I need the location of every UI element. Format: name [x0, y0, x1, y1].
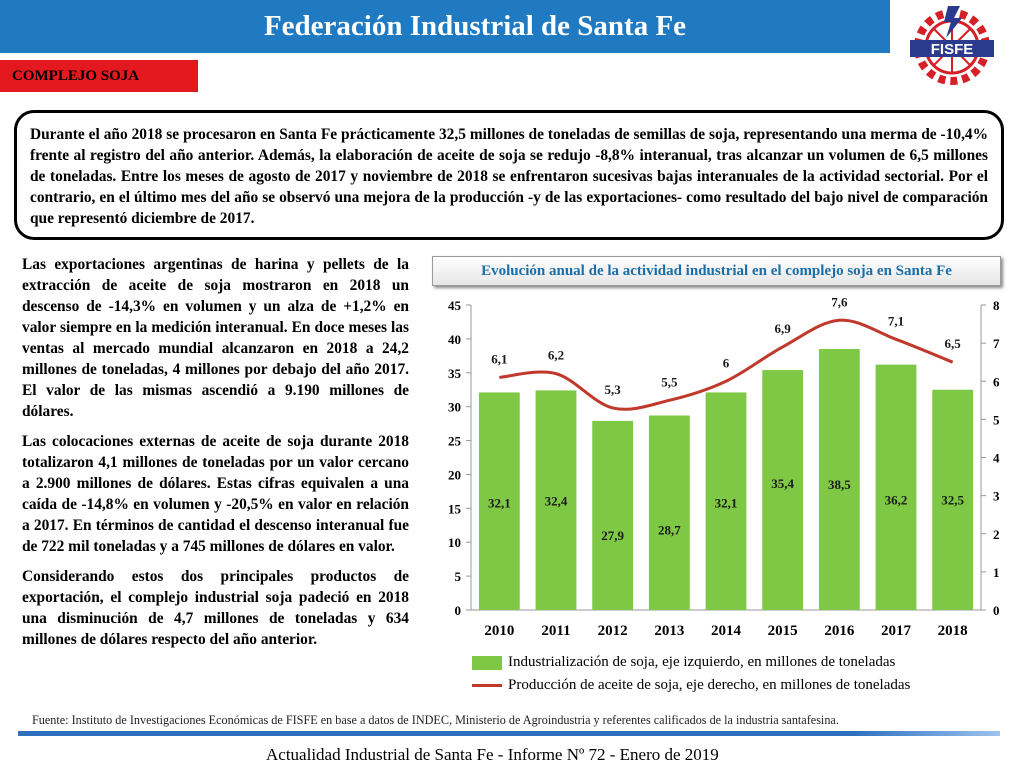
y-tick-left-label: 30 [448, 400, 461, 415]
legend-line-swatch [472, 684, 502, 687]
line-value-label: 6,2 [548, 348, 564, 363]
chart-title: Evolución anual de la actividad industri… [432, 256, 1001, 286]
y-tick-right-label: 7 [993, 336, 1000, 351]
bar-2010 [478, 392, 520, 610]
bar-value-label: 32,1 [488, 495, 511, 510]
line-series-aceite [499, 318, 954, 411]
bar-2011 [535, 390, 577, 610]
y-tick-left-label: 5 [455, 569, 462, 584]
page-title: Federación Industrial de Santa Fe [263, 10, 687, 42]
x-tick-label: 2015 [768, 623, 798, 639]
x-tick-label: 2018 [938, 623, 968, 639]
y-tick-right-label: 1 [993, 565, 1000, 580]
paragraph-exports-meal: Las exportaciones argentinas de harina y… [22, 256, 409, 420]
x-tick-label: 2011 [541, 623, 570, 639]
line-value-label: 7,6 [831, 294, 848, 309]
summary-box: Durante el año 2018 se procesaron en San… [14, 110, 1004, 240]
bar-value-label: 38,5 [828, 477, 851, 492]
x-tick-label: 2012 [598, 623, 628, 639]
bar-value-label: 28,7 [658, 522, 681, 537]
footer-divider [18, 731, 1000, 736]
y-tick-right-label: 3 [993, 489, 1000, 504]
footer-text: Actualidad Industrial de Santa Fe - Info… [266, 745, 719, 764]
bar-value-label: 35,4 [771, 476, 794, 491]
bar-2015 [762, 370, 804, 610]
x-tick-label: 2014 [711, 623, 742, 639]
y-tick-left-label: 40 [448, 332, 461, 347]
x-tick-label: 2017 [881, 623, 912, 639]
bar-2012 [592, 420, 634, 610]
paragraph-exports-oil: Las colocaciones externas de aceite de s… [22, 433, 409, 555]
fisfe-gear-logo-icon: FISFE [910, 6, 994, 85]
y-tick-left-label: 10 [448, 535, 461, 550]
y-tick-left-label: 0 [455, 603, 462, 618]
y-tick-left-label: 25 [448, 434, 462, 449]
legend-bar-swatch [472, 655, 502, 670]
y-tick-right-label: 8 [993, 298, 1000, 313]
y-tick-right-label: 0 [993, 603, 1000, 618]
x-tick-label: 2013 [654, 623, 684, 639]
line-value-label: 6,9 [775, 321, 792, 336]
line-value-label: 5,5 [661, 374, 678, 389]
bar-2014 [705, 392, 747, 610]
bar-value-label: 32,1 [715, 495, 738, 510]
line-value-label: 6,5 [945, 336, 962, 351]
line-value-label: 5,3 [605, 382, 622, 397]
y-tick-right-label: 5 [993, 412, 1000, 427]
bar-value-label: 32,4 [545, 493, 568, 508]
legend-label-line: Producción de aceite de soja, eje derech… [508, 677, 911, 693]
y-tick-left-label: 20 [448, 467, 461, 482]
x-tick-label: 2010 [484, 623, 514, 639]
bar-2017 [875, 364, 917, 610]
logo-text: FISFE [931, 41, 974, 58]
legend-item-line: Producción de aceite de soja, eje derech… [472, 674, 910, 697]
line-value-label: 7,1 [888, 313, 904, 328]
chart-legend: Industrialización de soja, eje izquierdo… [472, 651, 910, 697]
source-note: Fuente: Instituto de Investigaciones Eco… [32, 713, 839, 727]
bar-2016 [818, 349, 860, 610]
y-tick-left-label: 35 [448, 366, 462, 381]
left-text-column: Las exportaciones argentinas de harina y… [22, 254, 409, 659]
section-tag: COMPLEJO SOJA [0, 60, 198, 92]
y-tick-right-label: 4 [993, 451, 1000, 466]
line-value-label: 6,1 [491, 351, 507, 366]
legend-item-bars: Industrialización de soja, eje izquierdo… [472, 651, 910, 674]
bar-value-label: 27,9 [601, 528, 624, 543]
legend-label-bars: Industrialización de soja, eje izquierdo… [508, 654, 896, 670]
y-tick-right-label: 6 [993, 374, 1000, 389]
bar-2013 [648, 415, 690, 610]
x-tick-label: 2016 [824, 623, 855, 639]
y-tick-left-label: 15 [448, 501, 462, 516]
y-tick-right-label: 2 [993, 527, 1000, 542]
line-value-label: 6 [723, 355, 730, 370]
bar-value-label: 32,5 [941, 493, 964, 508]
y-tick-left-label: 45 [448, 298, 462, 313]
paragraph-conclusion: Considerando estos dos principales produ… [22, 568, 409, 648]
bar-2018 [932, 389, 974, 610]
header-bar: Federación Industrial de Santa Fe [0, 0, 890, 53]
bar-value-label: 36,2 [885, 493, 908, 508]
